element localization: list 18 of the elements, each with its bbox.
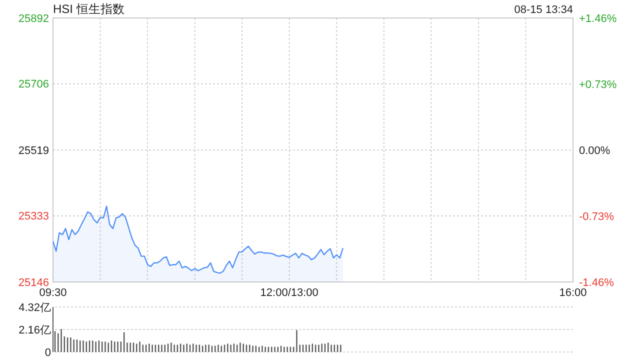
y-tick-label: 25892	[18, 12, 49, 25]
y-tick-label: 25333	[18, 210, 49, 223]
chart-subtitle: 08-15 13:34	[514, 4, 573, 16]
x-tick-label: 09:30	[39, 287, 67, 299]
y-tick-label: 25519	[18, 144, 49, 157]
y-tick-label: 2.16亿	[18, 324, 51, 336]
y-tick-label: 25706	[18, 78, 49, 91]
x-tick-label: 16:00	[559, 287, 587, 299]
y-tick-label: 4.32亿	[18, 302, 51, 314]
y2-tick-label: -0.73%	[579, 210, 614, 223]
y2-tick-label: +0.73%	[579, 78, 617, 91]
y2-tick-label: +1.46%	[579, 12, 617, 25]
x-tick-label: 12:00/13:00	[260, 287, 318, 299]
y2-tick-label: -1.46%	[579, 276, 614, 289]
chart-title: HSI 恒生指数	[53, 2, 124, 16]
y2-tick-label: 0.00%	[579, 144, 610, 157]
y-tick-label: 0	[44, 346, 51, 359]
y-tick-label: 25146	[18, 276, 49, 289]
